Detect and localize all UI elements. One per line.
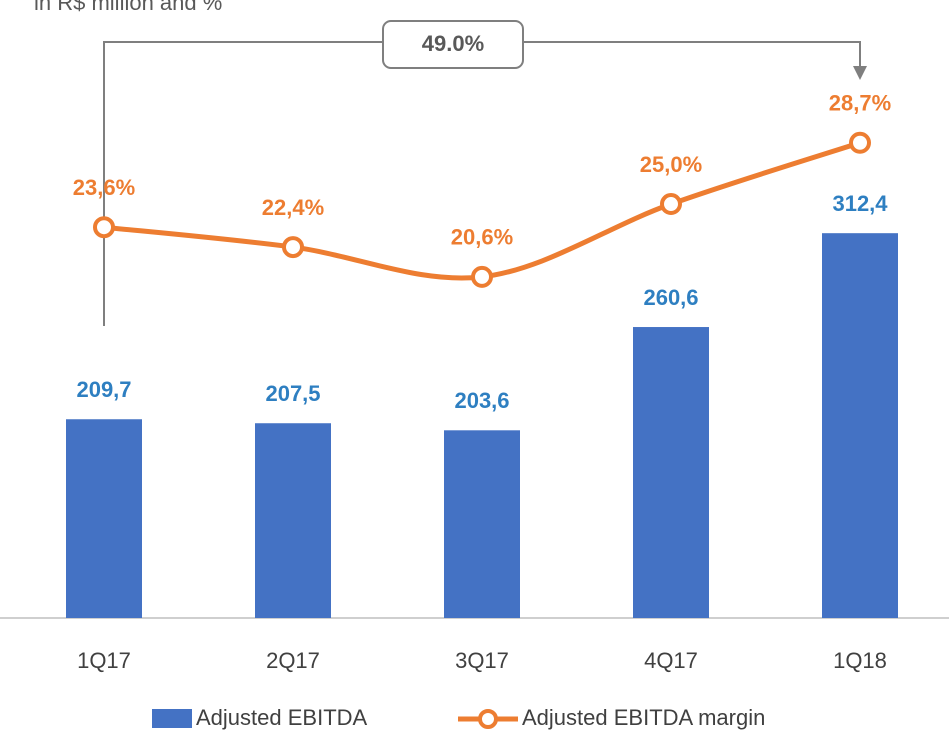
- line-marker: [849, 131, 871, 154]
- chart-subtitle: in R$ million and %: [34, 0, 222, 15]
- legend-label: Adjusted EBITDA margin: [522, 705, 765, 730]
- data-label: 28,7%: [829, 91, 891, 116]
- x-tick-label: 2Q17: [266, 648, 320, 673]
- x-tick-label: 4Q17: [644, 648, 698, 673]
- x-tick-label: 3Q17: [455, 648, 509, 673]
- data-label: 203,6: [454, 388, 509, 413]
- line-marker: [471, 265, 493, 288]
- data-label: 209,7: [76, 377, 131, 402]
- bar: [66, 419, 142, 618]
- data-label: 312,4: [832, 191, 888, 216]
- line-marker: [282, 236, 304, 259]
- data-label: 25,0%: [640, 152, 702, 177]
- bar: [633, 327, 709, 618]
- legend-label: Adjusted EBITDA: [196, 705, 368, 730]
- bar: [255, 423, 331, 618]
- bar: [822, 233, 898, 618]
- data-label: 207,5: [265, 381, 320, 406]
- data-label: 20,6%: [451, 225, 513, 250]
- line-marker: [93, 216, 115, 239]
- legend-marker: [478, 709, 498, 729]
- line-marker: [660, 193, 682, 216]
- line: [103, 140, 861, 281]
- annotation-box: [382, 20, 524, 69]
- bracket-right: [523, 41, 861, 68]
- x-tick-label: 1Q17: [77, 648, 131, 673]
- data-label: 260,6: [643, 285, 698, 310]
- bar: [444, 430, 520, 618]
- legend: Adjusted EBITDA Adjusted EBITDA margin: [152, 705, 765, 730]
- data-label: 22,4%: [262, 195, 324, 220]
- annotation-text: 49.0%: [422, 31, 484, 56]
- legend-swatch: [152, 709, 192, 728]
- bracket-left: [103, 41, 383, 326]
- data-label: 23,6%: [73, 175, 135, 200]
- x-tick-label: 1Q18: [833, 648, 887, 673]
- bracket-arrow: [853, 66, 867, 80]
